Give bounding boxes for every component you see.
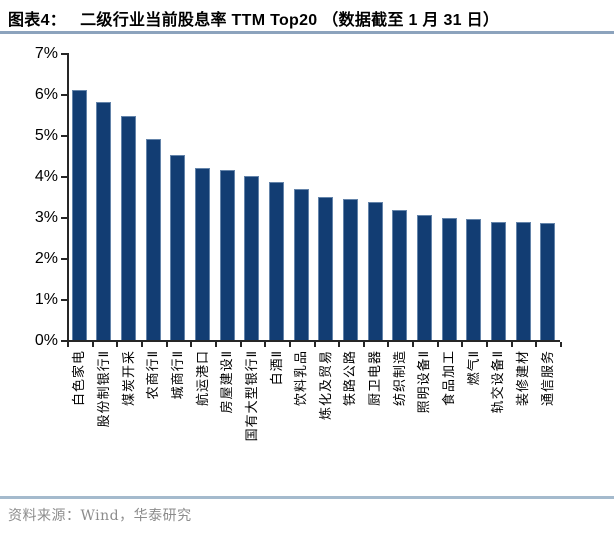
x-axis-category-label: 铁路公路 (342, 350, 358, 407)
x-axis-tick (362, 342, 365, 347)
figure-title-text: 二级行业当前股息率 TTM Top20 （数据截至 1 月 31 日） (80, 12, 500, 29)
bar (416, 214, 432, 340)
y-axis-label: 3% (34, 209, 58, 226)
x-axis-tick (338, 342, 341, 347)
bar (540, 223, 556, 340)
x-axis-category-label: 装修建材 (515, 350, 531, 407)
y-axis-label: 1% (34, 291, 58, 308)
bar (293, 189, 309, 340)
x-axis-category-label: 食品加工 (441, 350, 457, 407)
x-axis-category-label: 股份制银行Ⅱ (95, 350, 111, 428)
x-axis-tick (461, 342, 464, 347)
y-axis-label: 2% (34, 250, 58, 267)
bar-chart: 0% 1% 2% 3% 4% 5% 6% 7% 白色家电 股份制银行Ⅱ 煤炭开采 农商行Ⅱ 城商行Ⅱ 航运… (34, 45, 562, 442)
x-axis-category-label: 煤炭开采 (120, 350, 136, 407)
footer-divider (0, 496, 614, 499)
x-axis-tick (535, 342, 538, 347)
figure-header: 图表4： 二级行业当前股息率 TTM Top20 （数据截至 1 月 31 日） (0, 0, 614, 34)
bar (515, 222, 531, 340)
y-axis-tick (61, 340, 67, 342)
x-axis-category-label: 纺织制造 (391, 350, 407, 407)
x-axis-tick (91, 342, 94, 347)
bar (244, 176, 260, 340)
x-axis-tick (190, 342, 193, 347)
x-axis-tick (165, 342, 168, 347)
x-axis-category-label: 白酒Ⅱ (268, 350, 284, 386)
x-axis-tick (67, 342, 69, 347)
bar (318, 197, 334, 340)
y-axis-tick (61, 217, 67, 219)
bar (121, 115, 137, 340)
x-axis-tick (264, 342, 267, 347)
x-axis-tick (486, 342, 489, 347)
x-axis-category-label: 国有大型银行Ⅱ (243, 350, 259, 442)
bar (441, 218, 457, 340)
figure-number: 图表4： (8, 12, 67, 29)
source-note: 资料来源：Wind，华泰研究 (8, 508, 192, 524)
y-axis-tick (61, 176, 67, 178)
x-axis-tick (510, 342, 513, 347)
bar (466, 219, 482, 340)
x-axis-tick (140, 342, 143, 347)
x-axis-tick (436, 342, 439, 347)
y-axis-tick (61, 135, 67, 137)
y-axis-tick (61, 53, 67, 55)
x-axis-tick (313, 342, 316, 347)
x-axis-tick (560, 342, 562, 347)
bar (342, 198, 358, 340)
bar (145, 138, 161, 340)
x-axis-category-label: 炼化及贸易 (317, 350, 333, 421)
y-axis-tick (61, 258, 67, 260)
bar (367, 202, 383, 340)
x-axis-category-label: 农商行Ⅱ (145, 350, 161, 400)
bar (392, 210, 408, 340)
x-axis-category-label: 厨卫电器 (367, 350, 383, 407)
x-axis-category-label: 轨交设备Ⅱ (490, 350, 506, 414)
bar (170, 154, 186, 340)
y-axis-tick (61, 94, 67, 96)
x-axis-category-label: 燃气Ⅱ (465, 350, 481, 386)
x-axis-tick (214, 342, 217, 347)
x-axis-tick (288, 342, 291, 347)
y-axis-label: 0% (34, 332, 58, 349)
x-axis-tick (387, 342, 390, 347)
x-axis-category-label: 航运港口 (194, 350, 210, 407)
bar (71, 89, 87, 340)
bar (195, 167, 211, 340)
y-axis-tick (61, 299, 67, 301)
x-axis (67, 340, 560, 342)
y-axis (67, 53, 69, 342)
x-axis-category-label: 城商行Ⅱ (169, 350, 185, 400)
x-axis-category-label: 通信服务 (539, 350, 555, 407)
bar (269, 182, 285, 340)
x-axis-tick (116, 342, 119, 347)
y-axis-label: 7% (34, 45, 58, 62)
bar (219, 170, 235, 340)
x-axis-tick (412, 342, 415, 347)
y-axis-label: 6% (34, 86, 58, 103)
x-axis-category-label: 白色家电 (71, 350, 87, 407)
y-axis-label: 5% (34, 127, 58, 144)
bar (490, 221, 506, 340)
figure-title: 图表4： 二级行业当前股息率 TTM Top20 （数据截至 1 月 31 日） (8, 6, 499, 30)
x-axis-category-label: 照明设备Ⅱ (416, 350, 432, 414)
x-axis-category-label: 房屋建设Ⅱ (219, 350, 235, 414)
x-axis-category-label: 饮料乳品 (293, 350, 309, 407)
x-axis-tick (239, 342, 242, 347)
y-axis-label: 4% (34, 168, 58, 185)
bar (96, 102, 112, 340)
